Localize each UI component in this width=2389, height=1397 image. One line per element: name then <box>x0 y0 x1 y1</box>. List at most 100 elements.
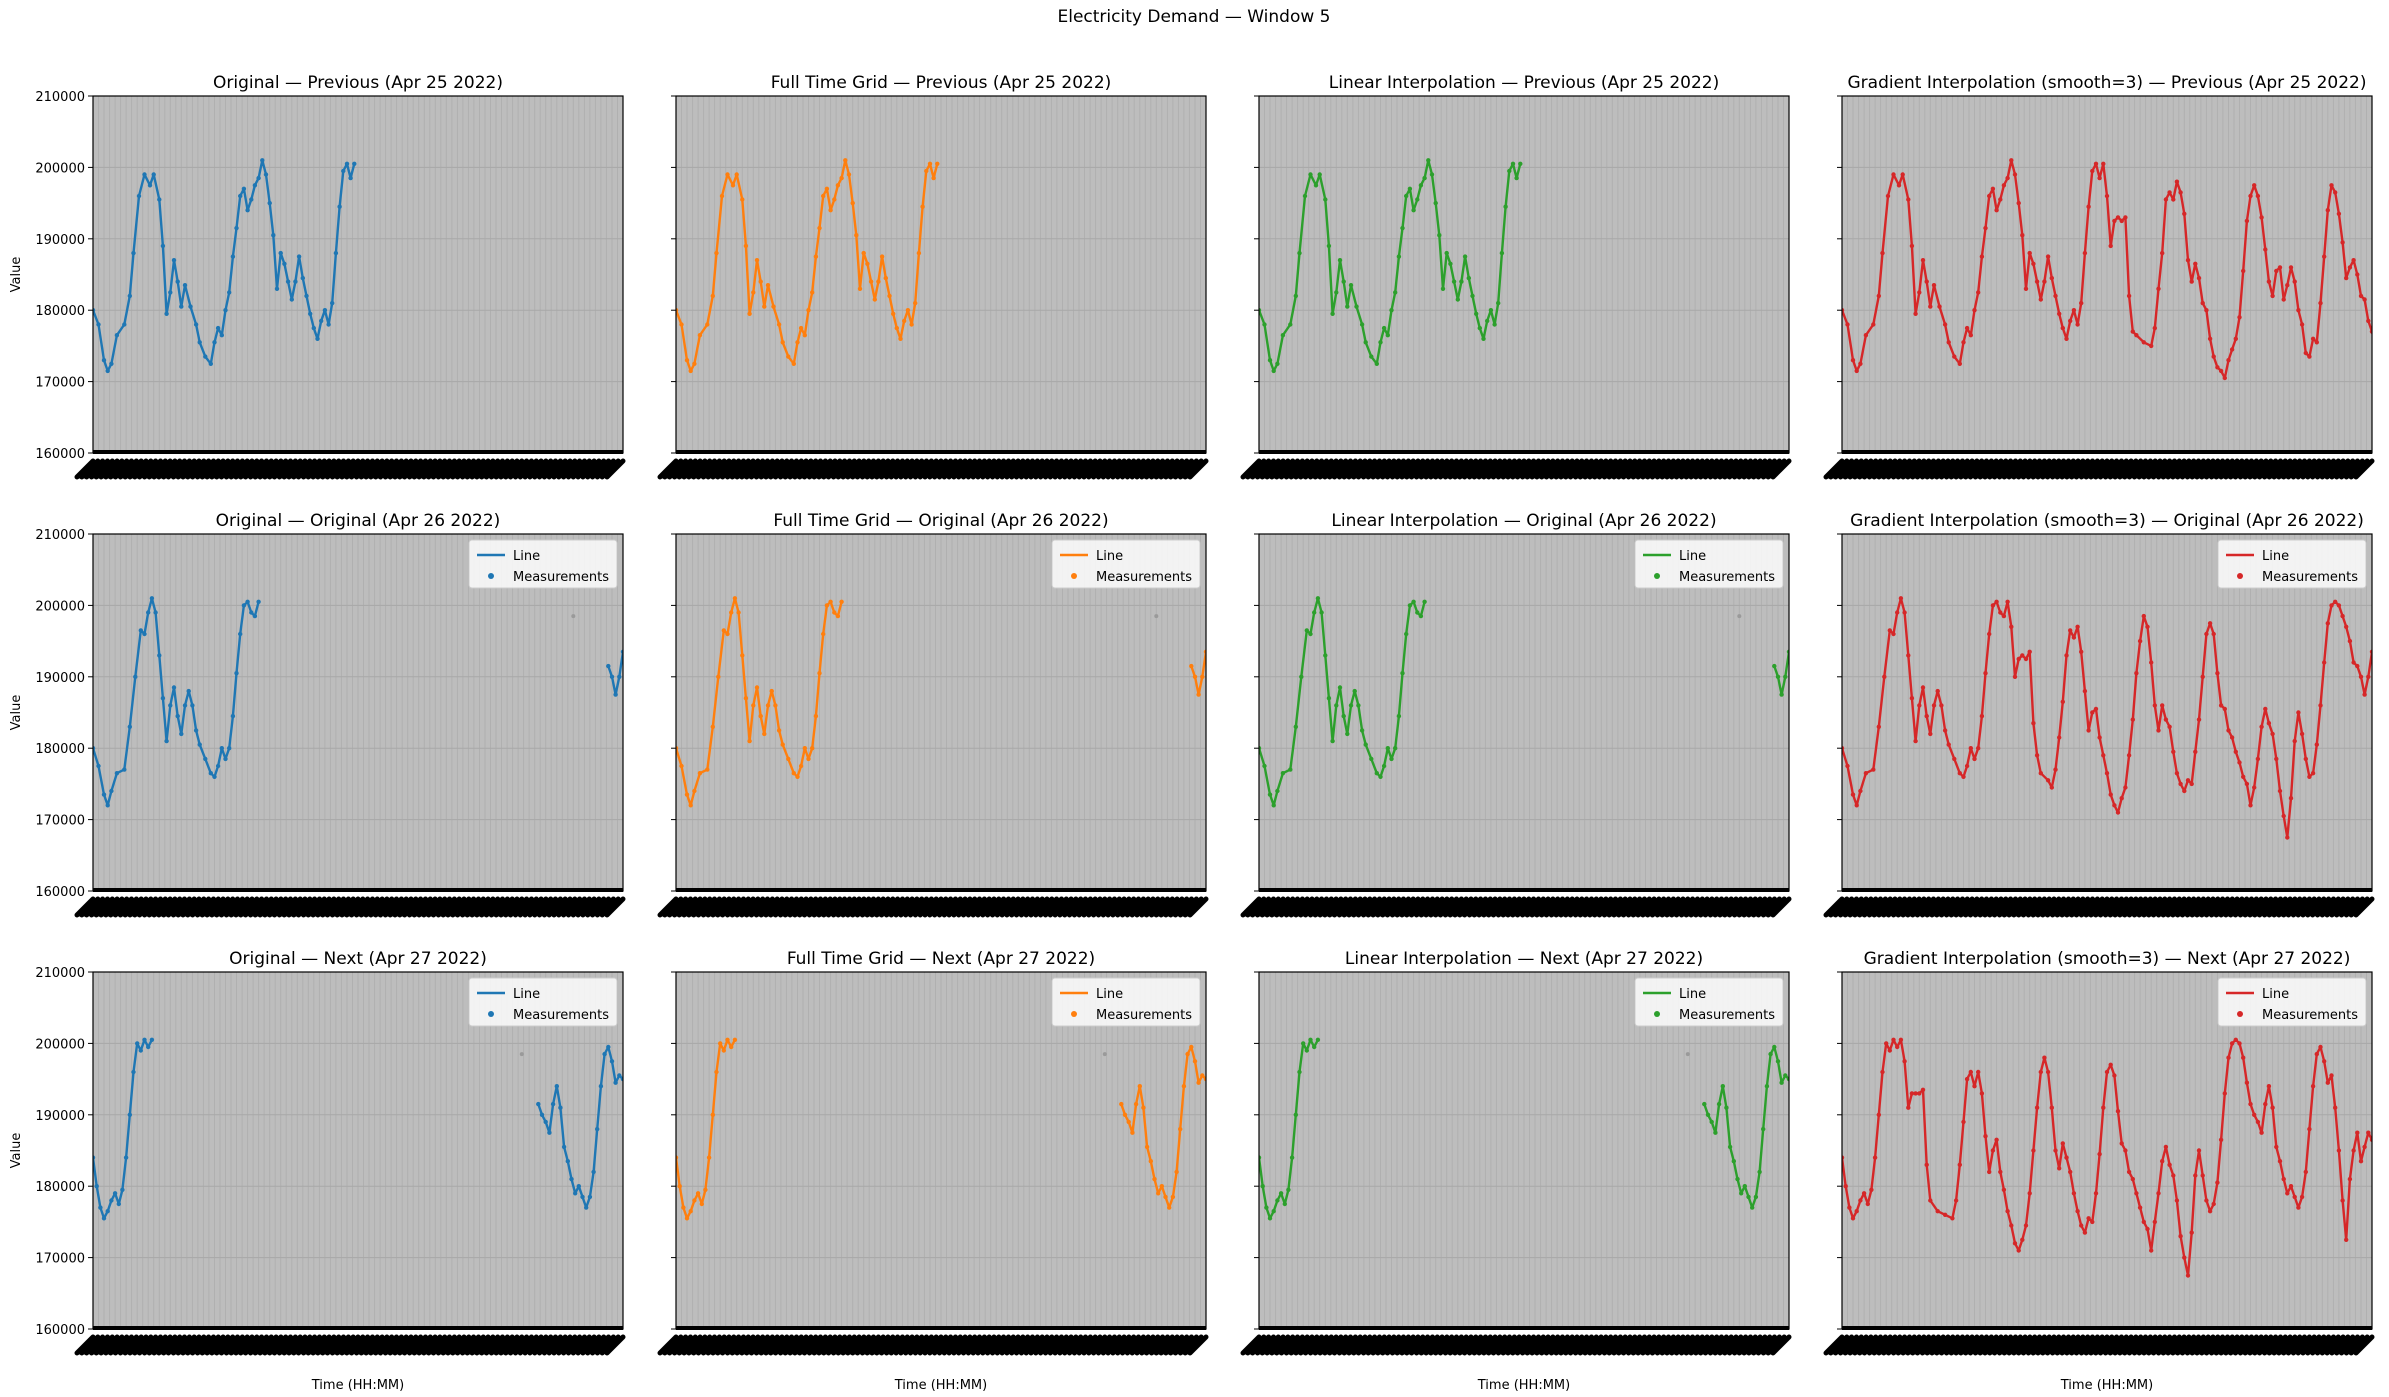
measurement-point <box>1887 1048 1893 1053</box>
measurement-point <box>2358 674 2364 679</box>
measurement-point <box>114 333 120 338</box>
measurement-point <box>2160 250 2165 256</box>
measurement-point <box>1854 803 1859 808</box>
measurement-point <box>1433 200 1438 206</box>
measurement-point <box>105 803 110 808</box>
measurement-point <box>810 290 815 295</box>
measurement-point <box>2104 771 2110 776</box>
measurement-point <box>2333 599 2338 604</box>
measurement-point <box>1345 731 1350 737</box>
measurement-point <box>2218 703 2224 708</box>
measurement-point <box>2068 628 2073 633</box>
measurement-point <box>2310 1084 2316 1089</box>
measurement-point <box>1972 1084 1977 1089</box>
measurement-point <box>679 322 684 327</box>
legend-box <box>468 977 618 1027</box>
measurement-point <box>2045 778 2051 783</box>
measurement-point <box>179 304 184 309</box>
measurement-point <box>1885 193 1891 199</box>
measurement-point <box>1393 746 1398 751</box>
measurement-point <box>131 250 136 256</box>
measurement-point <box>241 603 247 608</box>
measurement-point <box>1262 763 1267 769</box>
measurement-point <box>902 318 907 324</box>
measurement-point <box>2016 656 2021 662</box>
measurement-point <box>1369 756 1374 762</box>
measurement-point <box>2038 297 2044 302</box>
measurement-point <box>536 1101 541 1107</box>
series-line <box>537 1045 623 1209</box>
subplot-title: Gradient Interpolation (smooth=3) — Orig… <box>1850 511 2364 531</box>
measurement-point <box>1455 297 1461 302</box>
measurement-point <box>101 358 107 363</box>
measurement-point <box>188 304 193 309</box>
measurement-point <box>1845 322 1850 327</box>
measurement-point <box>2329 1073 2334 1078</box>
measurement-point <box>2082 1230 2088 1235</box>
measurement-point <box>2340 613 2345 619</box>
measurement-point <box>810 746 815 751</box>
measurement-point <box>2252 183 2257 188</box>
measurement-point <box>2274 756 2279 762</box>
measurement-point <box>1902 610 1907 615</box>
measurement-point <box>293 279 298 284</box>
measurement-point <box>2134 671 2139 676</box>
measurement-point <box>1876 1112 1882 1118</box>
measurement-point <box>684 358 690 363</box>
measurement-point <box>2336 603 2342 608</box>
y-tick-label: 200000 <box>35 161 85 176</box>
axes-frame <box>1258 533 1790 892</box>
measurement-point <box>1411 208 1416 213</box>
measurement-point <box>806 756 811 762</box>
measurement-point <box>2270 731 2275 737</box>
measurement-point <box>193 728 199 733</box>
measurement-point <box>1299 674 1304 679</box>
measurement-point <box>688 1209 693 1214</box>
measurement-point <box>300 275 305 281</box>
measurement-point <box>1909 1091 1915 1096</box>
measurement-point <box>832 197 837 202</box>
y-tick-label: 170000 <box>35 814 85 829</box>
measurement-point <box>591 1169 596 1175</box>
measurement-point <box>1334 703 1339 708</box>
measurement-point <box>2145 1226 2150 1232</box>
measurement-point <box>835 183 841 188</box>
measurement-point <box>850 200 855 206</box>
measurement-point <box>1935 688 1940 694</box>
measurement-point <box>609 674 615 679</box>
stray-point <box>571 614 576 619</box>
x-tick-labels <box>657 1334 1209 1356</box>
measurement-point <box>2362 1144 2367 1150</box>
measurement-point <box>2322 254 2327 259</box>
measurement-point <box>894 325 899 331</box>
x-tick-band <box>93 1326 623 1330</box>
measurement-point <box>609 1059 615 1064</box>
measurement-point <box>569 1176 574 1182</box>
measurement-point <box>315 336 320 341</box>
measurement-point <box>1267 792 1273 797</box>
measurement-point <box>2292 279 2297 284</box>
measurement-point <box>1869 1187 1874 1193</box>
measurement-point <box>2027 1191 2032 1196</box>
measurement-point <box>2152 703 2157 708</box>
measurement-point <box>1304 628 1310 633</box>
measurement-point <box>2130 717 2135 722</box>
measurement-point <box>2053 293 2058 299</box>
measurement-point <box>1330 311 1335 316</box>
y-axis-label: Value <box>9 695 24 731</box>
measurement-point <box>1400 671 1405 676</box>
measurement-point <box>285 279 291 284</box>
measurement-point <box>2049 275 2054 281</box>
measurement-point <box>736 610 741 615</box>
measurement-point <box>2229 735 2235 740</box>
legend: Line Measurements <box>468 539 618 589</box>
measurement-point <box>101 792 107 797</box>
measurement-point <box>1871 767 1876 772</box>
x-tick-band <box>93 450 623 454</box>
measurement-point <box>1422 175 1427 181</box>
measurement-point <box>1378 340 1383 345</box>
x-tick-labels <box>74 458 626 480</box>
measurement-point <box>1987 631 1992 637</box>
measurement-point <box>876 279 881 284</box>
measurement-point <box>2189 279 2194 284</box>
